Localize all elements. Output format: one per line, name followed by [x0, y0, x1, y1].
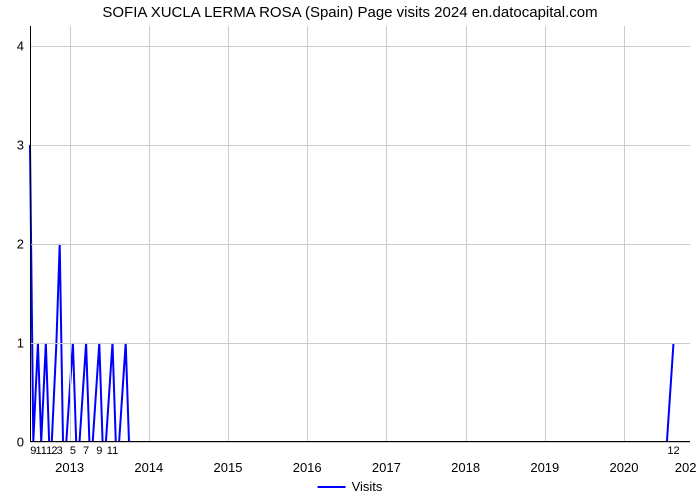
plot-area: 0123420132014201520162017201820192020202… [30, 26, 690, 442]
grid-line-horizontal [30, 244, 690, 245]
legend: Visits [318, 479, 383, 494]
grid-line-vertical [228, 26, 229, 442]
x-axis-minor-label: 11 [107, 445, 118, 457]
legend-swatch [318, 486, 346, 488]
y-axis-tick-label: 2 [17, 236, 24, 251]
y-axis-line [30, 26, 31, 442]
line-series [30, 26, 690, 442]
x-axis-minor-label: 5 [70, 445, 76, 457]
grid-line-vertical [545, 26, 546, 442]
grid-line-horizontal [30, 343, 690, 344]
y-axis-tick-label: 0 [17, 435, 24, 450]
x-axis-tick-label: 2018 [451, 460, 480, 475]
x-axis-tick-label: 2013 [55, 460, 84, 475]
x-axis-minor-label: 7 [83, 445, 89, 457]
x-axis-tick-label: 2017 [372, 460, 401, 475]
x-axis-minor-label: 9 [96, 445, 102, 457]
grid-line-vertical [466, 26, 467, 442]
grid-line-vertical [386, 26, 387, 442]
grid-line-vertical [149, 26, 150, 442]
x-axis-line [30, 441, 690, 442]
chart-container: SOFIA XUCLA LERMA ROSA (Spain) Page visi… [0, 0, 700, 500]
legend-label: Visits [352, 479, 383, 494]
grid-line-horizontal [30, 442, 690, 443]
y-axis-tick-label: 4 [17, 38, 24, 53]
y-axis-tick-label: 1 [17, 335, 24, 350]
y-axis-tick-label: 3 [17, 137, 24, 152]
x-axis-minor-label: 12 [667, 445, 679, 457]
x-axis-tick-label: 2020 [610, 460, 639, 475]
x-axis-tick-label: 2015 [214, 460, 243, 475]
x-axis-minor-label: 3 [57, 445, 63, 457]
x-axis-tick-label: 2016 [293, 460, 322, 475]
grid-line-horizontal [30, 145, 690, 146]
x-axis-tick-label: 202 [675, 460, 697, 475]
grid-line-vertical [70, 26, 71, 442]
grid-line-vertical [307, 26, 308, 442]
x-axis-tick-label: 2019 [530, 460, 559, 475]
grid-line-vertical [624, 26, 625, 442]
grid-line-horizontal [30, 46, 690, 47]
visits-line [30, 145, 674, 442]
chart-title: SOFIA XUCLA LERMA ROSA (Spain) Page visi… [0, 4, 700, 21]
x-axis-tick-label: 2014 [134, 460, 163, 475]
